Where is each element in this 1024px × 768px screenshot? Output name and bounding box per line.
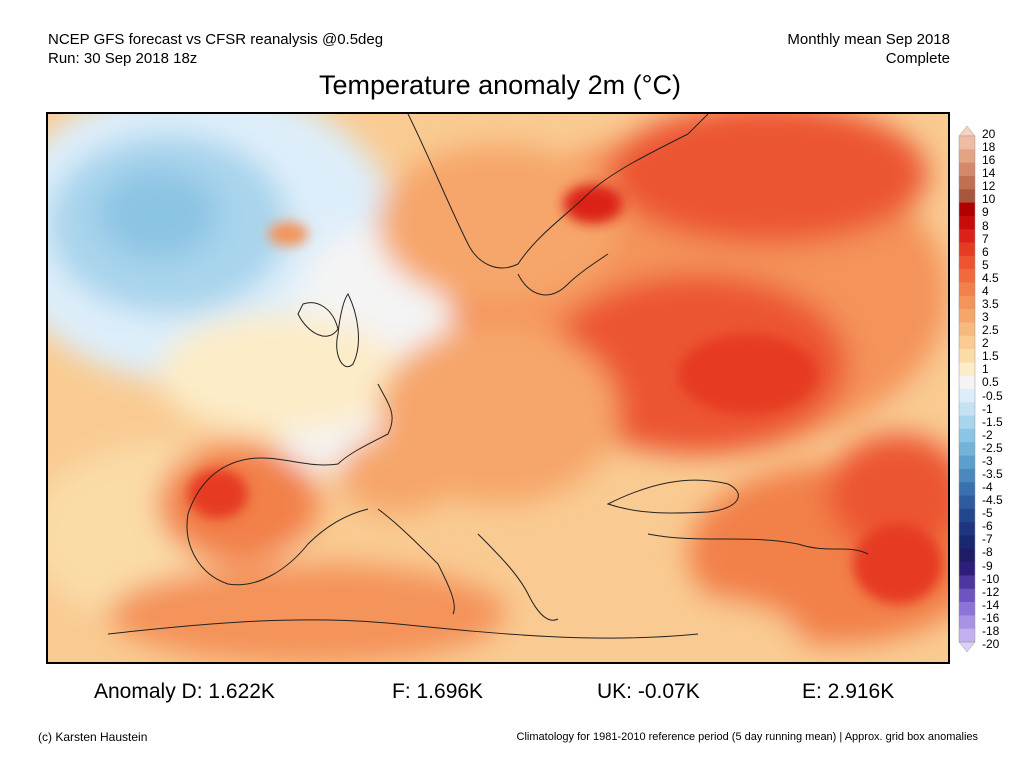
- colorbar-label: 2.5: [982, 323, 999, 338]
- colorbar-label: -2.5: [982, 440, 1003, 455]
- colorbar-label: 3.5: [982, 297, 999, 311]
- colorbar-label: 18: [982, 140, 996, 155]
- colorbar-label: 1: [982, 362, 989, 377]
- colorbar-label: -12: [982, 584, 1000, 599]
- colorbar-label: -1.5: [982, 414, 1003, 429]
- colorbar-label: 8: [982, 218, 989, 233]
- colorbar-label: 20: [982, 127, 996, 141]
- colorbar-bin: [959, 562, 975, 576]
- stat-france-anomaly: F: 1.696K: [392, 680, 484, 703]
- colorbar-label: -0.5: [982, 388, 1003, 403]
- colorbar-bin: [959, 402, 975, 416]
- colorbar-bin: [959, 255, 975, 270]
- colorbar-label: -5: [982, 506, 993, 521]
- colorbar-bin: [959, 229, 975, 243]
- colorbar-label: -10: [982, 571, 1000, 586]
- model-description: NCEP GFS forecast vs CFSR reanalysis @0.…: [48, 31, 384, 48]
- colorbar-bin: [959, 202, 975, 217]
- colorbar-label: 9: [982, 205, 989, 220]
- run-time: Run: 30 Sep 2018 18z: [48, 50, 198, 67]
- colorbar-bin: [959, 189, 975, 203]
- colorbar-label: -14: [982, 597, 1000, 612]
- colorbar-label: 6: [982, 244, 989, 259]
- climatology-note: Climatology for 1981-2010 reference peri…: [516, 731, 978, 743]
- colorbar-bin: [959, 468, 975, 483]
- colorbar-label: 0.5: [982, 375, 999, 390]
- colorbar-bin: [959, 322, 975, 337]
- colorbar-label: -8: [982, 545, 993, 560]
- colorbar: [958, 126, 976, 652]
- colorbar-bin: [959, 162, 975, 177]
- colorbar-bin: [959, 535, 975, 550]
- colorbar-label: -4.5: [982, 493, 1003, 508]
- map-title: Temperature anomaly 2m (°C): [319, 70, 681, 100]
- colorbar-label: 4.5: [982, 270, 999, 285]
- colorbar-label: -3.5: [982, 467, 1003, 481]
- period-label: Monthly mean Sep 2018: [787, 31, 950, 48]
- colorbar-bin: [959, 628, 975, 643]
- colorbar-bin: [959, 362, 975, 376]
- header-left: NCEP GFS forecast vs CFSR reanalysis @0.…: [48, 30, 383, 68]
- copyright: (c) Karsten Haustein: [38, 730, 148, 744]
- colorbar-bin: [959, 442, 975, 456]
- colorbar-label: 3: [982, 310, 989, 325]
- header-right: Monthly mean Sep 2018 Complete: [787, 30, 950, 68]
- colorbar-label: 2: [982, 336, 989, 351]
- colorbar-label: -9: [982, 558, 993, 573]
- colorbar-label: 7: [982, 231, 989, 246]
- colorbar-bottom-arrow: [958, 641, 976, 652]
- colorbar-bin: [959, 295, 975, 310]
- colorbar-bin: [959, 548, 975, 563]
- anomaly-map: [46, 112, 950, 664]
- colorbar-bin: [959, 602, 975, 616]
- colorbar-label: -4: [982, 480, 993, 495]
- colorbar-bin: [959, 335, 975, 350]
- colorbar-bin: [959, 269, 975, 283]
- colorbar-bin: [959, 136, 975, 150]
- colorbar-label: -2: [982, 427, 993, 442]
- colorbar-label: -16: [982, 610, 1000, 625]
- colorbar-label: 1.5: [982, 349, 999, 364]
- colorbar-bin: [959, 615, 975, 629]
- colorbar-label: 12: [982, 179, 996, 194]
- colorbar-label: 4: [982, 283, 989, 298]
- stat-domain-anomaly: Anomaly D: 1.622K: [94, 680, 275, 703]
- colorbar-bin: [959, 455, 975, 470]
- colorbar-bin: [959, 508, 975, 523]
- colorbar-bin: [959, 415, 975, 430]
- colorbar-bin: [959, 428, 975, 443]
- colorbar-bin: [959, 482, 975, 496]
- colorbar-bin: [959, 349, 975, 363]
- colorbar-top-arrow: [958, 126, 976, 137]
- colorbar-label: 16: [982, 153, 996, 168]
- colorbar-label: -6: [982, 519, 993, 534]
- colorbar-label: 5: [982, 257, 989, 272]
- anomaly-hotspots: [188, 184, 943, 604]
- colorbar-label: 14: [982, 166, 996, 181]
- colorbar-label: -3: [982, 453, 993, 468]
- stat-uk-anomaly: UK: -0.07K: [597, 680, 700, 703]
- anomaly-map-graphic: [48, 114, 948, 662]
- colorbar-bin: [959, 175, 975, 190]
- colorbar-label: -7: [982, 532, 993, 547]
- colorbar-bin: [959, 375, 975, 390]
- colorbar-bin: [959, 215, 975, 230]
- colorbar-bin: [959, 495, 975, 510]
- colorbar-bin: [959, 282, 975, 297]
- colorbar-bin: [959, 575, 975, 590]
- completeness-label: Complete: [885, 50, 950, 67]
- colorbar-bin: [959, 389, 975, 403]
- stat-east-anomaly: E: 2.916K: [802, 680, 895, 703]
- coastlines: [107, 114, 869, 639]
- colorbar-bin: [959, 149, 975, 163]
- colorbar-bin: [959, 522, 975, 536]
- colorbar-label: 10: [982, 192, 996, 207]
- colorbar-bin: [959, 588, 975, 603]
- colorbar-label: -1: [982, 401, 993, 416]
- colorbar-bin: [959, 242, 975, 257]
- colorbar-label: -20: [982, 637, 1000, 651]
- colorbar-label: -18: [982, 623, 1000, 638]
- colorbar-bin: [959, 309, 975, 323]
